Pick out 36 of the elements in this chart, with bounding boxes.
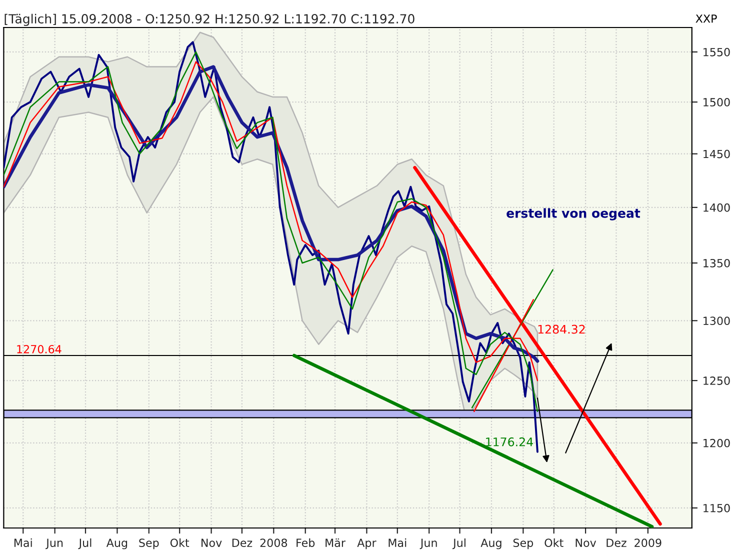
x-tick-label: Okt xyxy=(170,538,190,548)
x-tick-label: Jun xyxy=(46,538,63,550)
x-tick-label: Aug xyxy=(106,538,128,550)
text: XXP xyxy=(696,14,717,23)
x-tick-label: Feb xyxy=(296,538,315,548)
x-tick-label: 2009 xyxy=(634,538,662,548)
y-tick-label: 1500 xyxy=(704,98,730,106)
x-tick-label: Dez xyxy=(606,538,626,548)
x-tick-label: Okt xyxy=(544,538,564,548)
y-tick-label: 1450 xyxy=(704,150,730,158)
y-tick-label: 1400 xyxy=(704,203,730,212)
x-tick-label: Jun xyxy=(420,538,437,550)
x-tick-label: Dez xyxy=(232,538,252,548)
x-tick-label: Apr xyxy=(357,538,376,550)
chart-title: [Täglich] 15.09.2008 - O:1250.92 H:1250.92 L:1192.70 C:1192.70 xyxy=(4,14,414,26)
ref-line-label: 1270.64 xyxy=(17,344,62,354)
annotation: 1176.24 xyxy=(486,437,533,446)
y-tick-label: 1250 xyxy=(704,376,730,385)
y-tick-label: 1300 xyxy=(704,316,730,326)
x-tick-label: Jul xyxy=(452,538,466,550)
y-tick-label: 1350 xyxy=(704,258,730,268)
x-tick-label: Nov xyxy=(576,538,596,548)
annotation: 1284.32 xyxy=(538,324,585,334)
annotation: erstellt von oegeat xyxy=(506,208,640,220)
x-tick-label: Mai xyxy=(388,538,406,548)
x-tick-label: Nov xyxy=(202,538,222,548)
y-tick-label: 1550 xyxy=(704,48,730,56)
y-tick-label: 1200 xyxy=(704,438,730,448)
x-tick-label: Sep xyxy=(513,538,534,550)
y-tick-label: 1150 xyxy=(704,504,730,512)
x-tick-label: Mai xyxy=(14,538,32,548)
x-tick-label: Jul xyxy=(78,538,92,550)
x-tick-label: Aug xyxy=(480,538,502,550)
x-tick-label: Mär xyxy=(326,538,346,548)
x-tick-label: 2008 xyxy=(260,538,288,548)
x-tick-label: Sep xyxy=(139,538,159,550)
